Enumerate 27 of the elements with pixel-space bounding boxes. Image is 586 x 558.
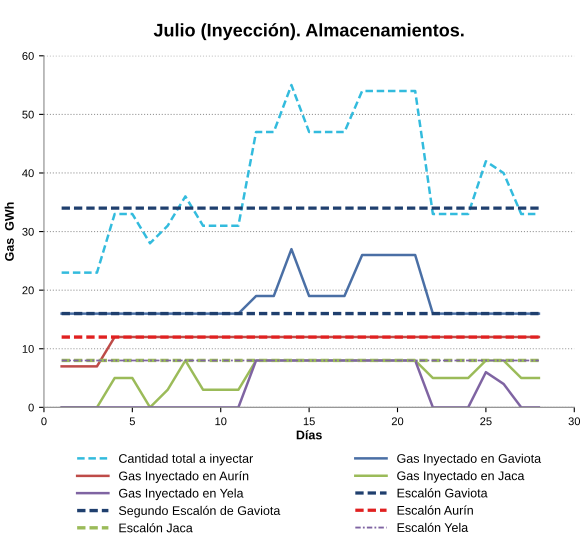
x-axis-title: Días <box>296 430 322 440</box>
x-tick-label: 25 <box>480 417 492 426</box>
y-tick-label: 40 <box>22 169 34 178</box>
y-tick-label: 20 <box>22 286 34 294</box>
y-tick-label: 0 <box>28 404 34 412</box>
legend-label: Gas Inyectado en Yela <box>119 488 244 500</box>
legend-label: Gas Inyectado en Gaviota <box>397 454 542 466</box>
chart-title: Julio (Inyección). Almacenamientos. <box>154 23 464 40</box>
x-tick-label: 10 <box>215 417 226 426</box>
legend-label: Escalón Gaviota <box>398 488 488 498</box>
legend-label: Escalón Jaca <box>119 523 193 532</box>
legend-label: Segundo Escalón de Gaviota <box>118 506 280 518</box>
x-tick-label: 0 <box>41 417 47 426</box>
legend-label: Gas Inyectado en Aurín <box>119 471 248 483</box>
x-tick-label: 20 <box>392 417 404 426</box>
y-axis-title: Gas GWh <box>4 202 14 261</box>
y-tick-label: 50 <box>22 110 34 119</box>
x-tick-label: 30 <box>568 417 580 426</box>
x-tick-label: 5 <box>130 417 135 426</box>
legend-label: Escalón Aurín <box>398 505 473 515</box>
legend-label: Cantidad total a inyectar <box>119 454 253 466</box>
legend-label: Gas Inyectado en Jaca <box>397 471 524 483</box>
x-tick-label: 15 <box>304 417 315 426</box>
legend-label: Escalón Yela <box>398 522 468 532</box>
y-tick-label: 30 <box>22 228 34 236</box>
y-tick-label: 60 <box>22 52 34 60</box>
y-tick-label: 10 <box>22 345 34 353</box>
